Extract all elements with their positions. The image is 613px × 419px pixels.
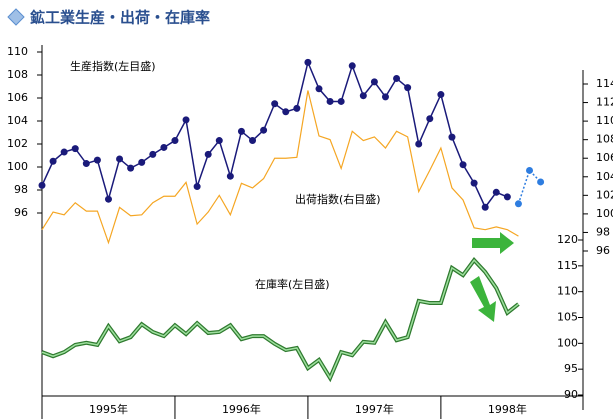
tick-label: 110 (596, 114, 613, 127)
marker (337, 97, 345, 105)
tick-label: 110 (557, 285, 578, 298)
tick-label: 110 (7, 45, 28, 58)
tick-label: 102 (596, 188, 613, 201)
marker (293, 104, 301, 112)
tick-label: 90 (564, 388, 578, 401)
chart-title: 鉱工業生産・出荷・在庫率 (30, 9, 210, 27)
marker (171, 137, 179, 145)
tick-label: 106 (596, 151, 613, 164)
marker (127, 164, 135, 172)
marker (138, 158, 146, 166)
annotation: 出荷指数(右目盛) (295, 192, 381, 206)
marker (104, 195, 112, 203)
marker (215, 137, 223, 145)
marker (71, 145, 79, 153)
marker (481, 203, 489, 211)
series-line (41, 90, 519, 245)
marker (415, 140, 423, 148)
marker (237, 127, 245, 135)
tick-label: 95 (564, 362, 578, 375)
marker (304, 58, 312, 66)
marker (160, 143, 168, 151)
marker (326, 97, 334, 105)
marker (459, 161, 467, 169)
tick-label: 100 (557, 336, 578, 349)
marker (149, 150, 157, 158)
x-tick-label: 1995年 (89, 402, 128, 416)
marker (38, 181, 46, 189)
tick-label: 104 (7, 114, 28, 127)
tick-label: 104 (596, 170, 613, 183)
marker (404, 84, 412, 92)
marker (182, 116, 190, 124)
tick-label: 102 (7, 137, 28, 150)
arrow (472, 232, 514, 254)
x-tick-label: 1998年 (488, 402, 527, 416)
marker (393, 74, 401, 82)
annotation: 生産指数(左目盛) (70, 59, 156, 73)
marker (437, 91, 445, 99)
marker (381, 93, 389, 101)
marker (226, 172, 234, 180)
marker (448, 133, 456, 141)
marker (93, 156, 101, 164)
tick-label: 96 (14, 206, 28, 219)
tick-label: 100 (7, 160, 28, 173)
marker (503, 193, 511, 201)
marker (359, 92, 367, 100)
marker (315, 85, 323, 93)
marker (514, 200, 522, 208)
marker (60, 148, 68, 156)
tick-label: 105 (557, 311, 578, 324)
tick-label: 120 (557, 233, 578, 246)
marker (426, 115, 434, 123)
arrow (470, 276, 496, 322)
marker (49, 157, 57, 165)
tick-label: 108 (7, 68, 28, 81)
marker (282, 108, 290, 116)
tick-label: 115 (557, 259, 578, 272)
tick-label: 100 (596, 207, 613, 220)
title-icon (7, 8, 25, 26)
tick-label: 98 (596, 225, 610, 238)
marker (204, 150, 212, 158)
tick-label: 114 (596, 77, 613, 90)
marker (470, 179, 478, 187)
series-line (41, 258, 519, 380)
marker (370, 78, 378, 86)
marker (271, 100, 279, 108)
marker (249, 137, 257, 145)
annotation: 在庫率(左目盛) (255, 277, 330, 291)
marker (116, 155, 124, 163)
marker (537, 178, 545, 186)
marker (82, 160, 90, 168)
tick-label: 106 (7, 91, 28, 104)
marker (348, 62, 356, 70)
x-tick-label: 1996年 (222, 402, 261, 416)
tick-label: 98 (14, 183, 28, 196)
marker (193, 183, 201, 191)
series-line (517, 169, 542, 205)
tick-label: 112 (596, 96, 613, 109)
marker (492, 188, 500, 196)
marker (260, 126, 268, 134)
tick-label: 96 (596, 244, 610, 257)
tick-label: 108 (596, 133, 613, 146)
x-tick-label: 1997年 (355, 402, 394, 416)
marker (526, 166, 534, 174)
